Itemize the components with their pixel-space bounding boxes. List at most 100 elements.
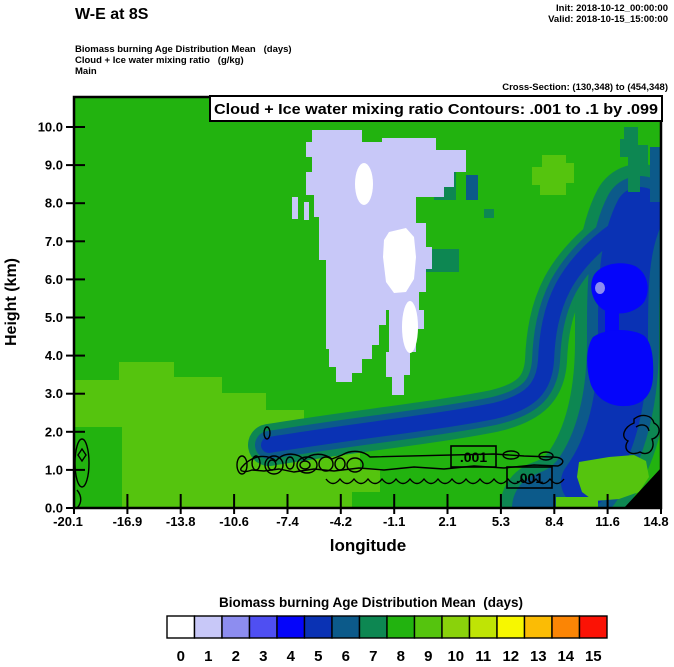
x-tick: -10.6 xyxy=(219,514,249,529)
x-tick: -7.4 xyxy=(276,514,299,529)
fill-lightgreen-bottom-strip xyxy=(556,497,598,508)
outward-ticks xyxy=(66,126,662,514)
y-tick: 4.0 xyxy=(45,348,63,363)
contour-label-2: .001 xyxy=(506,466,553,489)
legend-swatch-7 xyxy=(358,615,388,639)
x-tick: 14.8 xyxy=(643,514,668,529)
field-line-1: Biomass burning Age Distribution Mean (d… xyxy=(75,44,292,55)
fill-white-core-lower xyxy=(402,301,418,353)
legend-value: 15 xyxy=(585,648,602,665)
fill-teal-sliver-rightedge xyxy=(650,147,660,202)
y-tick: 9.0 xyxy=(45,158,63,173)
fill-periwinkle-spot xyxy=(595,282,605,294)
fill-white-core-large xyxy=(383,228,416,293)
fill-lightgreen-top-right xyxy=(532,155,574,195)
y-tick: 8.0 xyxy=(45,196,63,211)
fill-brightblue-upper xyxy=(591,263,648,314)
legend-value: 12 xyxy=(502,648,519,665)
x-tick-labels: -20.1 -16.9 -13.8 -10.6 -7.4 -4.2 -1.1 2… xyxy=(53,514,668,529)
legend-value: 8 xyxy=(397,648,405,665)
y-tick: 10.0 xyxy=(38,120,63,135)
fill-lavender-finger-2 xyxy=(304,202,309,220)
legend-value: 6 xyxy=(342,648,350,665)
legend-swatch-11 xyxy=(468,615,498,639)
legend-value: 13 xyxy=(530,648,547,665)
fill-lightgreen-bottom-right xyxy=(577,455,649,501)
legend-swatch-9 xyxy=(413,615,443,639)
fill-white-core-small xyxy=(355,163,373,205)
contour-title-text: Cloud + Ice water mixing ratio Contours:… xyxy=(214,102,658,118)
legend-swatch-10 xyxy=(441,615,471,639)
legend-value: 10 xyxy=(447,648,464,665)
field-line-3: Main xyxy=(75,66,97,77)
plot-area: .001 .001 xyxy=(72,95,663,510)
legend-value: 0 xyxy=(177,648,185,665)
contour-label-1: .001 xyxy=(450,445,497,468)
cross-section-coords: Cross-Section: (130,348) to (454,348) xyxy=(502,82,668,93)
legend-value: 1 xyxy=(204,648,212,665)
fill-brightblue-neck xyxy=(605,302,619,335)
init-timestamp: Init: 2018-10-12_00:00:00 xyxy=(556,3,668,14)
legend-value: 5 xyxy=(314,648,322,665)
legend-swatch-3 xyxy=(248,615,278,639)
cloud-contours xyxy=(74,414,660,508)
legend-swatch-15 xyxy=(578,615,608,639)
page-title: W-E at 8S xyxy=(75,6,149,23)
x-tick: -20.1 xyxy=(53,514,83,529)
legend-value: 11 xyxy=(475,648,491,665)
contour-label-1-text: .001 xyxy=(460,449,487,465)
contour-scallops xyxy=(325,477,565,485)
legend-swatch-1 xyxy=(193,615,223,639)
contour-left-diamond xyxy=(77,447,87,463)
fill-seagreen-streak-topright xyxy=(620,127,648,192)
y-tick: 6.0 xyxy=(45,272,63,287)
x-tick: -1.1 xyxy=(383,514,405,529)
x-tick: 5.3 xyxy=(492,514,510,529)
legend-colorbar xyxy=(166,615,608,639)
legend-value-labels: 0 1 2 3 4 5 6 7 8 9 10 11 12 13 14 15 xyxy=(177,648,602,665)
legend-value: 9 xyxy=(424,648,432,665)
x-axis-title: longitude xyxy=(330,536,406,555)
legend-swatch-0 xyxy=(166,615,196,639)
contour-title-box: Cloud + Ice water mixing ratio Contours:… xyxy=(209,95,663,122)
legend-swatch-14 xyxy=(551,615,581,639)
x-tick: -4.2 xyxy=(330,514,352,529)
y-tick: 0.0 xyxy=(45,501,63,516)
fill-lavender-finger-1 xyxy=(292,197,298,219)
x-tick: 11.6 xyxy=(595,514,620,529)
y-tick: 1.0 xyxy=(45,462,63,477)
terrain-mask xyxy=(624,469,661,508)
legend-swatch-13 xyxy=(523,615,553,639)
x-tick: -13.8 xyxy=(166,514,196,529)
fill-seagreen-patch-2 xyxy=(484,209,494,218)
legend-swatch-5 xyxy=(303,615,333,639)
fill-teal-sliver-1 xyxy=(466,175,478,200)
contour-label-2-text: .001 xyxy=(516,470,543,486)
legend-value: 14 xyxy=(557,648,574,665)
contour-left-hook xyxy=(76,489,82,508)
x-tick: 2.1 xyxy=(438,514,456,529)
legend-value: 2 xyxy=(232,648,240,665)
legend-value: 7 xyxy=(369,648,377,665)
y-tick: 2.0 xyxy=(45,424,63,439)
legend-swatch-6 xyxy=(331,615,361,639)
fill-lightgreen-lower-left xyxy=(74,362,380,508)
x-tick: -16.9 xyxy=(113,514,143,529)
y-tick: 7.0 xyxy=(45,234,63,249)
y-tick: 3.0 xyxy=(45,386,63,401)
contour-right-blob xyxy=(623,414,660,455)
y-tick-labels: 0.0 1.0 2.0 3.0 4.0 5.0 6.0 7.0 8.0 9.0 … xyxy=(38,120,63,516)
legend-swatch-12 xyxy=(496,615,526,639)
valid-timestamp: Valid: 2018-10-15_15:00:00 xyxy=(548,14,668,25)
legend-value: 3 xyxy=(259,648,267,665)
legend-title: Biomass burning Age Distribution Mean (d… xyxy=(219,595,523,610)
legend-swatch-2 xyxy=(221,615,251,639)
contour-tiny xyxy=(263,426,271,440)
x-tick: 8.4 xyxy=(545,514,564,529)
fill-brightblue-lower xyxy=(587,329,654,407)
inward-ticks xyxy=(74,126,609,508)
legend-swatch-4 xyxy=(276,615,306,639)
y-axis-title: Height (km) xyxy=(3,258,20,346)
